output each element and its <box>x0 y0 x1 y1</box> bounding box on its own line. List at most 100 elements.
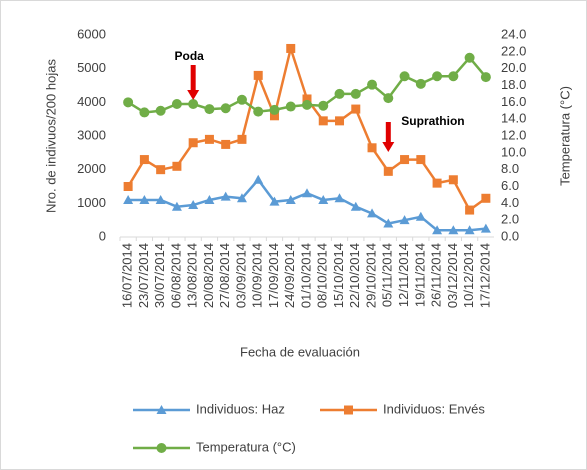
data-point <box>253 70 263 80</box>
data-point <box>188 99 199 110</box>
x-tick-label: 29/10/2014 <box>363 243 378 308</box>
data-point <box>334 88 345 99</box>
data-point <box>399 71 410 82</box>
legend-label: Temperatura (°C) <box>196 439 296 454</box>
data-point <box>481 193 491 203</box>
data-point <box>156 165 166 175</box>
y2-tick-label: 18.0 <box>501 77 526 92</box>
data-point <box>123 182 133 191</box>
x-tick-label: 16/07/2014 <box>120 243 135 308</box>
y-tick-label: 0 <box>99 228 106 243</box>
y2-tick-label: 24.0 <box>501 26 526 41</box>
x-tick-label: 08/10/2014 <box>315 243 330 308</box>
data-point <box>464 225 475 235</box>
y2-axis-title: Temperatura (°C) <box>557 86 572 186</box>
x-tick-label: 17/09/2014 <box>266 243 281 308</box>
x-tick-label: 03/09/2014 <box>233 243 248 308</box>
y2-tick-label: 2.0 <box>501 212 519 227</box>
x-tick-label: 30/07/2014 <box>152 243 167 308</box>
data-point <box>269 111 279 121</box>
y2-tick-label: 10.0 <box>501 144 526 159</box>
data-point <box>123 97 134 108</box>
annotation-text: Poda <box>175 49 205 63</box>
data-point <box>334 193 345 203</box>
data-point <box>318 116 328 126</box>
data-point <box>204 194 215 204</box>
data-point <box>480 223 491 233</box>
data-point <box>415 211 426 221</box>
data-point <box>237 134 247 144</box>
annotation-arrow-head <box>187 90 200 100</box>
data-point <box>155 105 166 116</box>
data-point <box>204 104 215 115</box>
x-tick-label: 15/10/2014 <box>331 243 346 308</box>
y-tick-label: 6000 <box>77 26 106 41</box>
x-axis-title: Fecha de evaluación <box>240 344 360 359</box>
data-point <box>285 101 296 112</box>
y2-tick-label: 16.0 <box>501 94 526 109</box>
data-point <box>400 155 410 165</box>
data-point <box>171 99 182 110</box>
y-tick-label: 3000 <box>77 127 106 142</box>
data-point <box>123 194 134 204</box>
data-point <box>139 107 150 118</box>
data-point <box>335 116 345 126</box>
data-point <box>171 201 182 211</box>
x-tick-label: 19/11/2014 <box>412 243 427 307</box>
data-point <box>480 72 491 83</box>
y2-tick-label: 6.0 <box>501 178 519 193</box>
data-point <box>367 143 377 153</box>
x-tick-label: 10/12/2014 <box>461 243 476 308</box>
x-tick-label: 13/08/2014 <box>185 243 200 308</box>
data-point <box>302 188 312 198</box>
data-point <box>383 166 393 176</box>
y2-tick-label: 14.0 <box>501 111 526 126</box>
x-tick-label: 12/11/2014 <box>396 243 411 307</box>
data-point <box>399 215 410 225</box>
data-point <box>432 71 443 82</box>
data-point <box>465 205 475 215</box>
data-point <box>432 178 442 188</box>
data-point <box>220 191 231 201</box>
x-tick-label: 05/11/2014 <box>380 243 395 307</box>
data-point <box>221 139 231 149</box>
x-tick-label: 01/10/2014 <box>298 243 313 308</box>
data-point <box>253 106 264 117</box>
data-point <box>367 208 378 218</box>
legend-label: Individuos: Envés <box>383 401 485 416</box>
data-point <box>302 99 312 110</box>
y2-tick-label: 20.0 <box>501 60 526 75</box>
y2-tick-label: 4.0 <box>501 195 519 210</box>
data-point <box>285 194 296 204</box>
data-point <box>383 218 394 228</box>
x-tick-label: 17/12/2014 <box>477 243 492 308</box>
data-point <box>351 104 361 114</box>
x-tick-label: 26/11/2014 <box>429 243 444 307</box>
x-tick-label: 24/09/2014 <box>282 243 297 308</box>
annotation-text: Suprathion <box>401 114 464 128</box>
data-point <box>415 78 426 89</box>
data-point <box>155 194 166 204</box>
data-point <box>350 88 361 99</box>
y2-tick-label: 12.0 <box>501 127 526 142</box>
annotation-arrow-shaft <box>190 65 196 91</box>
data-point <box>318 100 329 111</box>
y-tick-label: 2000 <box>77 161 106 176</box>
data-point <box>448 225 459 235</box>
data-point <box>172 161 182 171</box>
data-point <box>269 104 280 115</box>
data-point <box>383 93 394 104</box>
y2-tick-label: 8.0 <box>501 161 519 176</box>
data-point <box>432 225 443 235</box>
data-point <box>139 194 150 204</box>
y-axis-title: Nro. de indivuos/200 hojas <box>43 59 58 213</box>
data-point <box>448 71 459 82</box>
data-point <box>253 174 264 184</box>
data-point <box>302 94 312 104</box>
x-tick-label: 22/10/2014 <box>347 243 362 308</box>
data-point <box>188 138 198 148</box>
data-point <box>204 134 214 144</box>
legend-marker <box>344 405 353 415</box>
data-point <box>416 155 426 165</box>
